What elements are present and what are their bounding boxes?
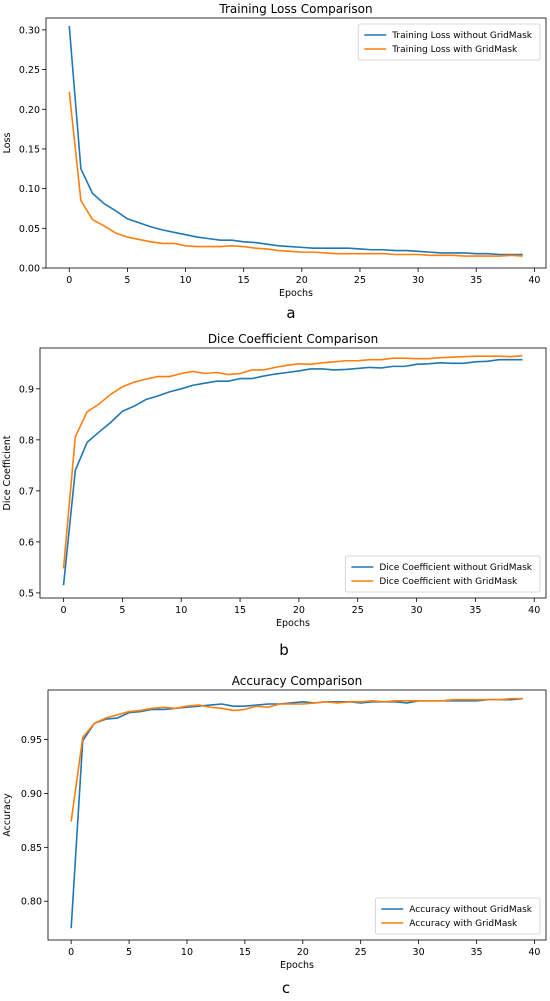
y-tick-label: 0.8	[19, 435, 34, 446]
y-axis-label: Dice Coefficient	[2, 435, 13, 510]
y-tick-label: 0.05	[19, 224, 40, 235]
x-tick-label: 10	[175, 605, 187, 616]
x-tick-label: 40	[528, 605, 540, 616]
x-tick-label: 5	[124, 275, 130, 286]
legend: Training Loss without GridMask Training L…	[357, 23, 541, 61]
panel-label-c: c	[281, 979, 291, 997]
x-tick-label: 25	[355, 947, 367, 958]
x-tick-label: 20	[296, 275, 308, 286]
legend: Accuracy without GridMask Accuracy with G…	[374, 897, 541, 935]
x-tick-label: 40	[528, 947, 540, 958]
y-tick-label: 0.7	[19, 486, 34, 497]
series-line-with-gridmask	[70, 697, 523, 822]
x-tick-label: 30	[412, 275, 424, 286]
x-tick-label: 25	[352, 605, 364, 616]
series-line-with-gridmask	[68, 91, 523, 257]
y-tick-label: 0.25	[19, 65, 40, 76]
plot-frame	[47, 689, 547, 941]
legend-box	[344, 555, 541, 593]
x-tick-label: 5	[126, 947, 132, 958]
chart-title: Training Loss Comparison	[218, 2, 372, 16]
panel-label-a: a	[286, 304, 296, 322]
y-axis-label: Loss	[2, 133, 13, 154]
x-tick-label: 20	[293, 605, 305, 616]
y-tick-label: 0.95	[21, 735, 42, 746]
y-tick-label: 0.90	[21, 789, 42, 800]
x-tick-label: 15	[239, 947, 251, 958]
y-tick-label: 0.20	[19, 105, 40, 116]
legend-label: Training Loss with GridMask	[391, 45, 518, 55]
x-tick-label: 0	[66, 275, 72, 286]
series-line-without-gridmask	[68, 25, 523, 256]
panel-label-b: b	[279, 641, 289, 659]
x-tick-label: 35	[470, 275, 482, 286]
x-tick-label: 35	[470, 947, 482, 958]
x-axis-label: Epochs	[280, 960, 314, 971]
legend-box	[357, 23, 541, 61]
x-axis-label: Epochs	[276, 618, 310, 629]
series-line-with-gridmask	[62, 354, 523, 569]
legend-label: Dice Coefficient without GridMask	[379, 563, 532, 573]
x-tick-label: 5	[119, 605, 125, 616]
y-tick-label: 0.80	[21, 897, 42, 908]
x-tick-label: 30	[413, 947, 425, 958]
legend: Dice Coefficient without GridMask Dice Co…	[344, 555, 541, 593]
y-tick-label: 0.5	[19, 588, 34, 599]
plot-frame	[39, 347, 547, 599]
legend-box	[374, 897, 541, 935]
dice-coefficient-chart: Dice Coefficient Comparison 0 5 10 15 20 25 30 3…	[2, 332, 547, 629]
y-tick-label: 0.85	[21, 843, 42, 854]
x-tick-label: 15	[234, 605, 246, 616]
chart-title: Dice Coefficient Comparison	[208, 332, 378, 346]
legend-label: Dice Coefficient with GridMask	[379, 577, 518, 587]
y-axis-label: Accuracy	[2, 793, 13, 837]
x-tick-label: 35	[469, 605, 481, 616]
y-tick-label: 0.00	[19, 264, 40, 275]
x-tick-label: 10	[181, 947, 193, 958]
plot-frame	[45, 17, 547, 269]
accuracy-chart: Accuracy Comparison 0 5 10 15 20 25 30 35 40 0.80 0…	[2, 674, 547, 971]
x-tick-label: 25	[354, 275, 366, 286]
x-tick-label: 0	[68, 947, 74, 958]
chart-title: Accuracy Comparison	[232, 674, 362, 688]
y-tick-label: 0.15	[19, 144, 40, 155]
series-line-without-gridmask	[62, 358, 523, 586]
x-tick-label: 20	[297, 947, 309, 958]
x-tick-label: 15	[238, 275, 250, 286]
y-tick-label: 0.9	[19, 384, 34, 395]
x-tick-label: 10	[179, 275, 191, 286]
y-tick-label: 0.6	[19, 537, 34, 548]
x-tick-label: 0	[61, 605, 67, 616]
x-axis-label: Epochs	[279, 288, 313, 299]
y-tick-label: 0.10	[19, 184, 40, 195]
series-line-without-gridmask	[70, 697, 523, 929]
y-tick-label: 0.30	[19, 25, 40, 36]
legend-label: Accuracy without GridMask	[409, 905, 533, 915]
legend-label: Training Loss without GridMask	[391, 31, 533, 41]
x-tick-label: 40	[528, 275, 540, 286]
training-loss-chart: Training Loss Comparison 0 5 10 15 20 25 30 35 40…	[2, 2, 547, 299]
legend-label: Accuracy with GridMask	[409, 919, 518, 929]
x-tick-label: 30	[411, 605, 423, 616]
